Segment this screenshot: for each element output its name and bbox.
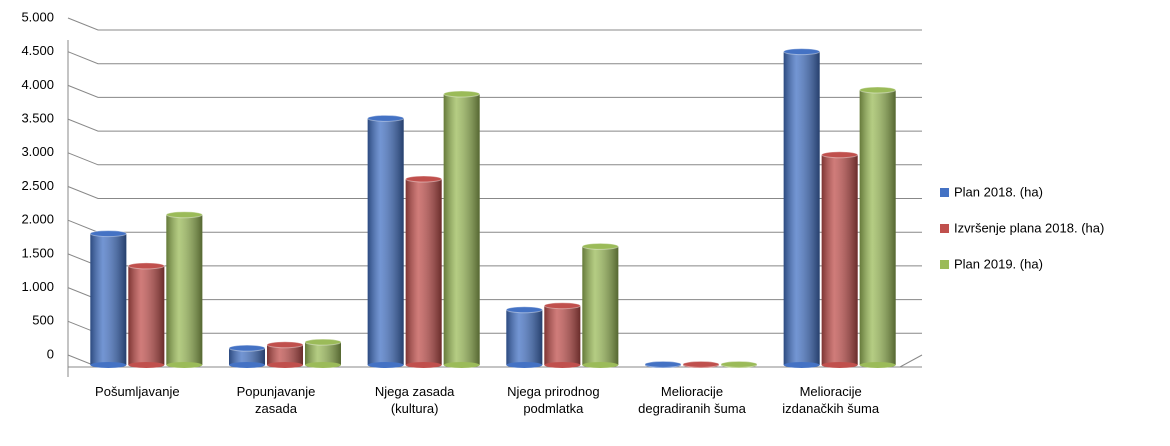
bar-bottom xyxy=(90,362,127,368)
bar-top xyxy=(165,211,203,219)
grid-line xyxy=(67,152,922,166)
x-tick-label: Melioracije izdanačkih šuma xyxy=(782,384,880,416)
bar-top xyxy=(127,262,165,270)
legend-swatch xyxy=(940,260,949,269)
x-tick-label: Njega zasada (kultura) xyxy=(374,384,455,416)
bar-top xyxy=(266,341,304,349)
x-tick-label: Melioracije degradiranih šuma xyxy=(638,384,746,416)
bar-top xyxy=(228,344,266,352)
bar-bottom xyxy=(783,362,820,368)
bar-shade xyxy=(166,214,203,365)
bar-top xyxy=(443,90,481,98)
bar-top xyxy=(644,360,682,368)
grid-line xyxy=(67,17,922,31)
x-tick-label: Njega prirodnog podmlatka xyxy=(507,384,600,416)
legend-swatch xyxy=(940,224,949,233)
y-tick-label: 4.000 xyxy=(21,77,54,92)
bar-bottom xyxy=(859,362,896,368)
y-tick-label: 500 xyxy=(32,313,54,328)
bar-shade xyxy=(506,309,543,365)
y-tick-label: 4.500 xyxy=(21,43,54,58)
bar-shade xyxy=(859,90,896,366)
bar-bottom xyxy=(582,362,619,368)
bar-top xyxy=(543,302,581,310)
x-tick-label: Popunjavanje zasada xyxy=(236,384,316,416)
bar-top xyxy=(367,114,405,122)
bar-shade xyxy=(90,233,127,365)
bar-shade xyxy=(229,348,265,365)
floor xyxy=(68,354,923,368)
legend-label: Izvršenje plana 2018. (ha) xyxy=(954,220,1104,235)
bar-top xyxy=(505,306,543,314)
y-tick-label: 1.500 xyxy=(21,245,54,260)
bar-bottom xyxy=(443,362,480,368)
y-tick-label: 5.000 xyxy=(21,9,54,24)
legend-label: Plan 2019. (ha) xyxy=(954,256,1043,271)
bar-shade xyxy=(305,342,341,365)
grid-line xyxy=(67,84,922,98)
bar-top xyxy=(304,338,342,346)
x-tick-label: Pošumljavanje xyxy=(95,384,180,399)
bar-shade xyxy=(783,51,820,366)
grid-line xyxy=(67,186,922,199)
bar-bottom xyxy=(128,362,165,368)
bar-shade xyxy=(367,118,404,365)
bar-top xyxy=(581,242,619,250)
legend-label: Plan 2018. (ha) xyxy=(954,184,1043,199)
grid-line xyxy=(67,51,922,65)
bar-shade xyxy=(405,178,442,365)
bar-bottom xyxy=(267,362,303,368)
bar-bottom xyxy=(821,362,858,368)
bar-shade xyxy=(128,265,165,365)
grid-line xyxy=(67,118,922,132)
bar-top xyxy=(859,86,897,94)
bar-bottom xyxy=(166,362,203,368)
bar-shade xyxy=(582,246,619,365)
bar-bottom xyxy=(305,362,341,368)
bar-bottom xyxy=(367,362,404,368)
y-tick-label: 2.000 xyxy=(21,212,54,227)
y-tick-label: 0 xyxy=(47,346,54,361)
y-tick-label: 3.000 xyxy=(21,144,54,159)
bar-bottom xyxy=(229,362,265,368)
bar-shade xyxy=(443,94,480,365)
bar-shade xyxy=(821,154,858,365)
bar-top xyxy=(405,175,443,183)
bar-top xyxy=(89,230,127,238)
bar-shade xyxy=(544,305,581,365)
bar-bottom xyxy=(544,362,581,368)
bar-top xyxy=(682,360,720,368)
bar-shade xyxy=(267,344,303,365)
bar-top xyxy=(821,151,859,159)
bar-bottom xyxy=(506,362,543,368)
y-tick-label: 1.000 xyxy=(21,279,54,294)
bar-top xyxy=(783,48,821,56)
bar-bottom xyxy=(405,362,442,368)
legend-swatch xyxy=(940,188,949,197)
y-tick-label: 2.500 xyxy=(21,178,54,193)
y-tick-label: 3.500 xyxy=(21,111,54,126)
bar-top xyxy=(720,360,758,368)
